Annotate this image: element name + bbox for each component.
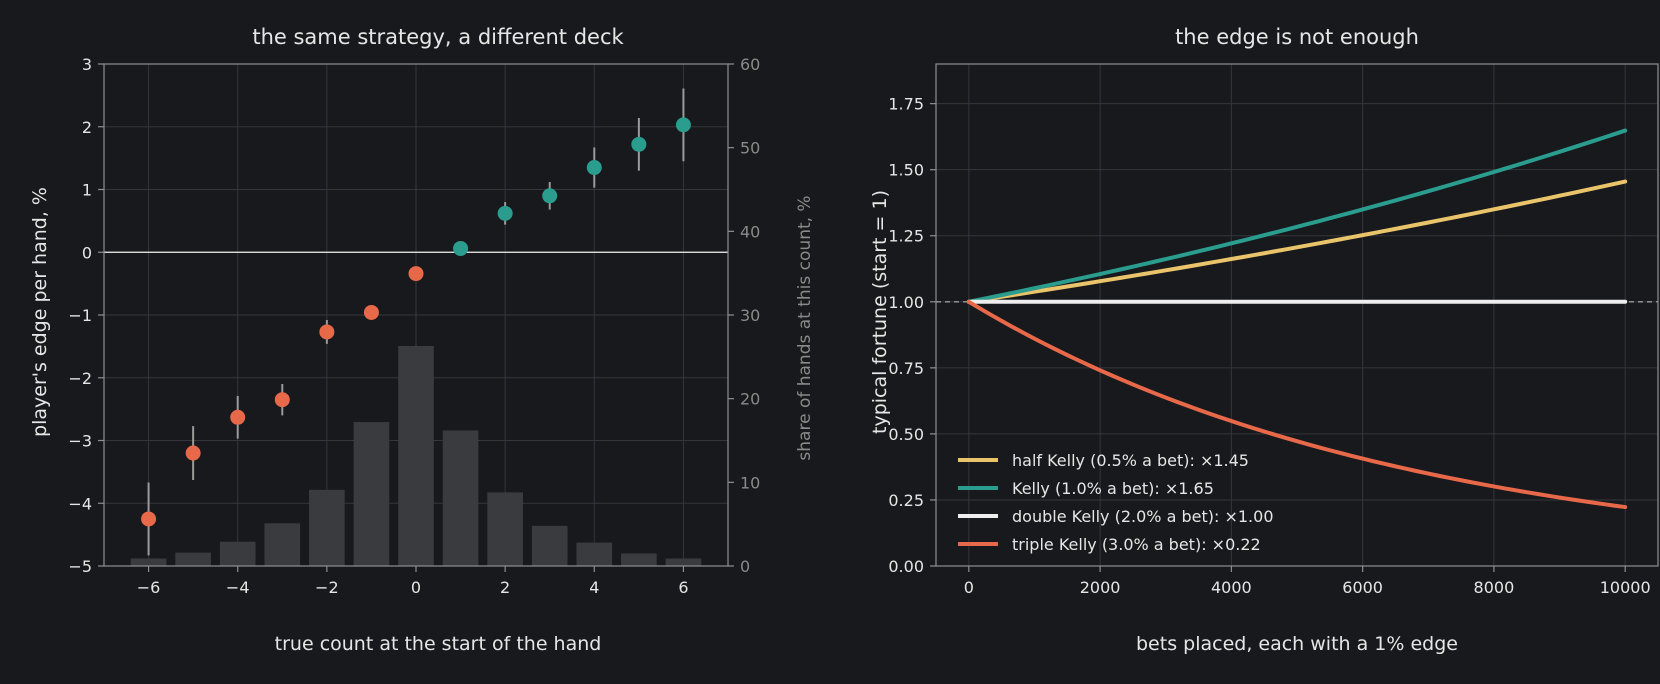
y-tick-label: −3 [68, 432, 92, 451]
x-tick-label: −2 [315, 578, 339, 597]
y2-tick-label: 10 [740, 473, 760, 492]
count-share-bar [264, 523, 301, 566]
x-tick-label: −6 [137, 578, 161, 597]
y-tick-label: 0.75 [888, 359, 924, 378]
edge-point [274, 392, 290, 408]
count-share-bar [219, 541, 256, 566]
series-line-triple-kelly [966, 299, 1628, 510]
y2-tick-label: 60 [740, 55, 760, 74]
edge-point [185, 445, 201, 461]
count-share-bar [442, 430, 479, 566]
y-tick-label: 1.50 [888, 161, 924, 180]
right-chart-title: the edge is not enough [1175, 25, 1419, 49]
x-tick-label: 6000 [1342, 578, 1383, 597]
y2-tick-label: 50 [740, 139, 760, 158]
edge-point [497, 205, 513, 221]
right-legend: half Kelly (0.5% a bet): ×1.45 Kelly (1.0… [958, 451, 1274, 554]
edge-point [230, 409, 246, 425]
right-y-axis-label: typical fortune (start = 1) [869, 190, 891, 434]
series-line-kelly [966, 128, 1628, 304]
y-tick-label: 2 [82, 118, 92, 137]
x-tick-label: 0 [411, 578, 421, 597]
legend-label: triple Kelly (3.0% a bet): ×0.22 [1012, 535, 1261, 554]
x-tick-label: 10000 [1600, 578, 1651, 597]
x-tick-label: 6 [678, 578, 688, 597]
x-tick-label: 8000 [1474, 578, 1515, 597]
right-x-axis-label: bets placed, each with a 1% edge [1136, 633, 1458, 655]
edge-point [363, 304, 379, 320]
left-points [141, 117, 691, 527]
edge-point [319, 324, 335, 340]
right-chart: 0 2000 4000 6000 8000 10000 0.00 0.25 0.50 0.75 1.… [869, 25, 1659, 655]
left-x-axis-label: true count at the start of the hand [275, 633, 602, 655]
x-tick-label: 2 [500, 578, 510, 597]
count-share-bar [309, 489, 345, 566]
count-share-bar [621, 553, 657, 566]
y-tick-label: 0.25 [888, 491, 924, 510]
y-tick-label: 0.50 [888, 425, 924, 444]
legend-label: double Kelly (2.0% a bet): ×1.00 [1012, 507, 1274, 526]
y-tick-label: 1 [82, 181, 92, 200]
x-tick-label: 2000 [1080, 578, 1121, 597]
left-bars [130, 345, 702, 566]
left-chart-title: the same strategy, a different deck [252, 25, 624, 49]
count-share-bar [353, 422, 390, 566]
y-tick-label: −2 [68, 369, 92, 388]
left-secondary-y-axis-label: share of hands at this count, % [795, 195, 815, 460]
y-tick-label: 0.00 [888, 557, 924, 576]
y2-tick-label: 40 [740, 222, 760, 241]
edge-point [675, 117, 691, 133]
right-series-lines [966, 128, 1628, 510]
edge-point [542, 188, 558, 204]
y-tick-label: −1 [68, 306, 92, 325]
count-share-bar [576, 542, 613, 566]
y-tick-label: 1.25 [888, 227, 924, 246]
right-plot-frame [935, 63, 1659, 567]
y-tick-label: 0 [82, 243, 92, 262]
count-share-bar [665, 558, 702, 566]
count-share-bar [175, 552, 211, 566]
count-share-bar [487, 492, 523, 566]
count-share-bar [398, 345, 434, 566]
left-y-axis-label: player's edge per hand, % [29, 187, 51, 437]
y2-tick-label: 0 [740, 557, 750, 576]
edge-point [631, 136, 647, 152]
y-tick-label: 1.00 [888, 293, 924, 312]
y-tick-label: 3 [82, 55, 92, 74]
y2-tick-label: 20 [740, 390, 760, 409]
edge-point [141, 511, 157, 527]
edge-point [586, 160, 602, 176]
edge-point [408, 266, 424, 282]
edge-point [453, 240, 469, 256]
x-tick-label: 4000 [1211, 578, 1252, 597]
count-share-bar [130, 558, 167, 566]
y2-tick-label: 30 [740, 306, 760, 325]
x-tick-label: 0 [964, 578, 974, 597]
y-tick-label: −5 [68, 557, 92, 576]
legend-label: half Kelly (0.5% a bet): ×1.45 [1012, 451, 1249, 470]
legend-label: Kelly (1.0% a bet): ×1.65 [1012, 479, 1214, 498]
y-tick-label: −4 [68, 494, 92, 513]
y-tick-label: 1.75 [888, 95, 924, 114]
x-tick-label: −4 [226, 578, 250, 597]
count-share-bar [531, 525, 568, 566]
series-line-half-kelly [966, 179, 1628, 304]
right-ticks: 0 2000 4000 6000 8000 10000 0.00 0.25 0.50 0.75 1.… [888, 95, 1650, 597]
x-tick-label: 4 [589, 578, 599, 597]
